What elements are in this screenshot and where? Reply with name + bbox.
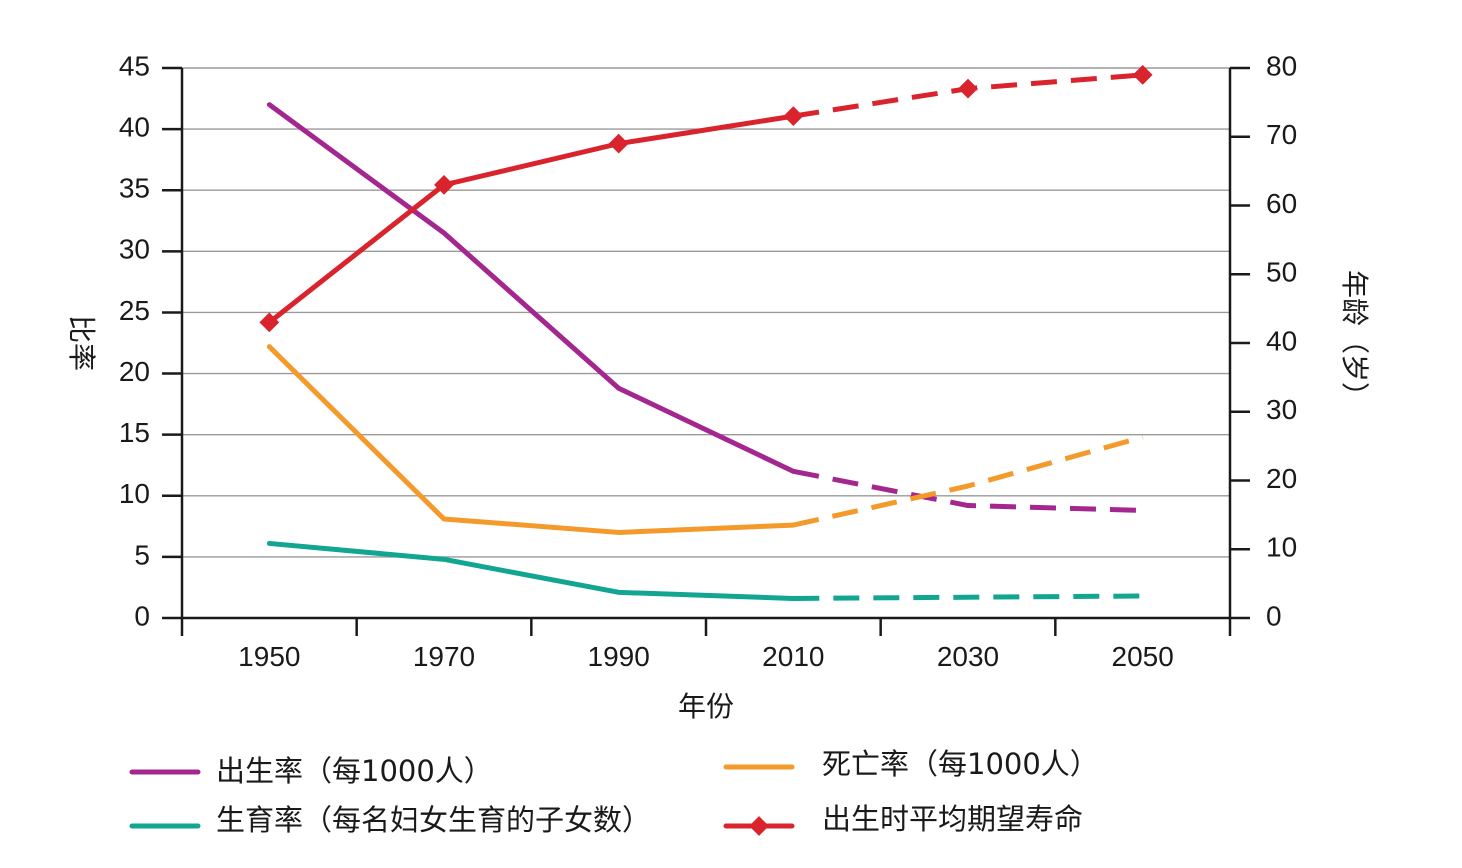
y-left-tick-label: 10 [119,478,150,509]
y-right-tick-label: 40 [1266,325,1297,356]
y-right-axis-title: 年龄（岁） [1338,270,1371,410]
series-point-3 [1132,64,1153,85]
series-line-1 [266,344,796,535]
y-left-tick-label: 45 [119,50,150,81]
series-line-0 [266,102,796,474]
y-right-tick-label: 70 [1266,119,1297,150]
x-tick-label: 2050 [1112,641,1174,672]
series-point-3 [783,106,804,127]
x-tick-label: 1950 [238,641,300,672]
series-point-3 [608,133,629,154]
legend-item-fertility-rate: 生育率（每名妇女生育的子女数） [129,803,651,837]
x-tick-label: 1990 [588,641,650,672]
y-left-axis-title: 比率 [65,315,98,371]
x-tick-label: 1970 [413,641,475,672]
series-line-projected-0 [792,468,1143,513]
y-right-tick-label: 10 [1266,532,1297,563]
series-point-3 [958,78,978,99]
legend-label-death-rate: 死亡率（每1000人） [822,747,1099,781]
y-right-tick-label: 80 [1266,50,1297,81]
y-right-tick-label: 60 [1266,188,1297,219]
legend-label-birth-rate: 出生率（每1000人） [216,754,493,788]
series-line-3 [266,113,796,325]
y-left-tick-label: 15 [119,417,150,448]
legend-label-fertility-rate: 生育率（每名妇女生育的子女数） [216,803,651,837]
grid [182,67,1230,558]
legend-item-birth-rate: 出生率（每1000人） [129,754,493,788]
legend-label-life-expectancy: 出生时平均期望寿命 [822,802,1083,836]
series-line-2 [266,540,796,601]
y-left-tick-label: 5 [134,539,150,570]
axes [180,68,1232,620]
series-line-projected-2 [793,593,1143,601]
legend-item-life-expectancy: 出生时平均期望寿命 [723,802,1083,836]
series-line-projected-1 [792,434,1144,528]
x-tick-label: 2030 [937,641,999,672]
y-right-tick-label: 30 [1266,394,1297,425]
legend-item-death-rate: 死亡率（每1000人） [723,747,1099,781]
y-left-tick-label: 35 [119,173,150,204]
x-tick-label: 2010 [762,641,824,672]
y-left-tick-label: 0 [134,600,150,631]
y-right-tick-label: 20 [1266,463,1297,494]
y-left-tick-label: 30 [119,234,150,265]
y-right-tick-label: 50 [1266,257,1297,288]
y-left-tick-label: 40 [119,112,150,143]
legend: 出生率（每1000人） 死亡率（每1000人） 生育率（每名妇女生育的子女数） … [129,747,1099,837]
y-left-tick-label: 25 [119,295,150,326]
legend-marker-life-expectancy [749,816,769,836]
series-point-3 [259,312,280,333]
y-right-tick-label: 0 [1266,600,1282,631]
y-left-tick-label: 20 [119,356,150,387]
x-axis-title: 年份 [678,690,734,723]
series [266,72,1144,601]
series-point-3 [434,174,454,195]
